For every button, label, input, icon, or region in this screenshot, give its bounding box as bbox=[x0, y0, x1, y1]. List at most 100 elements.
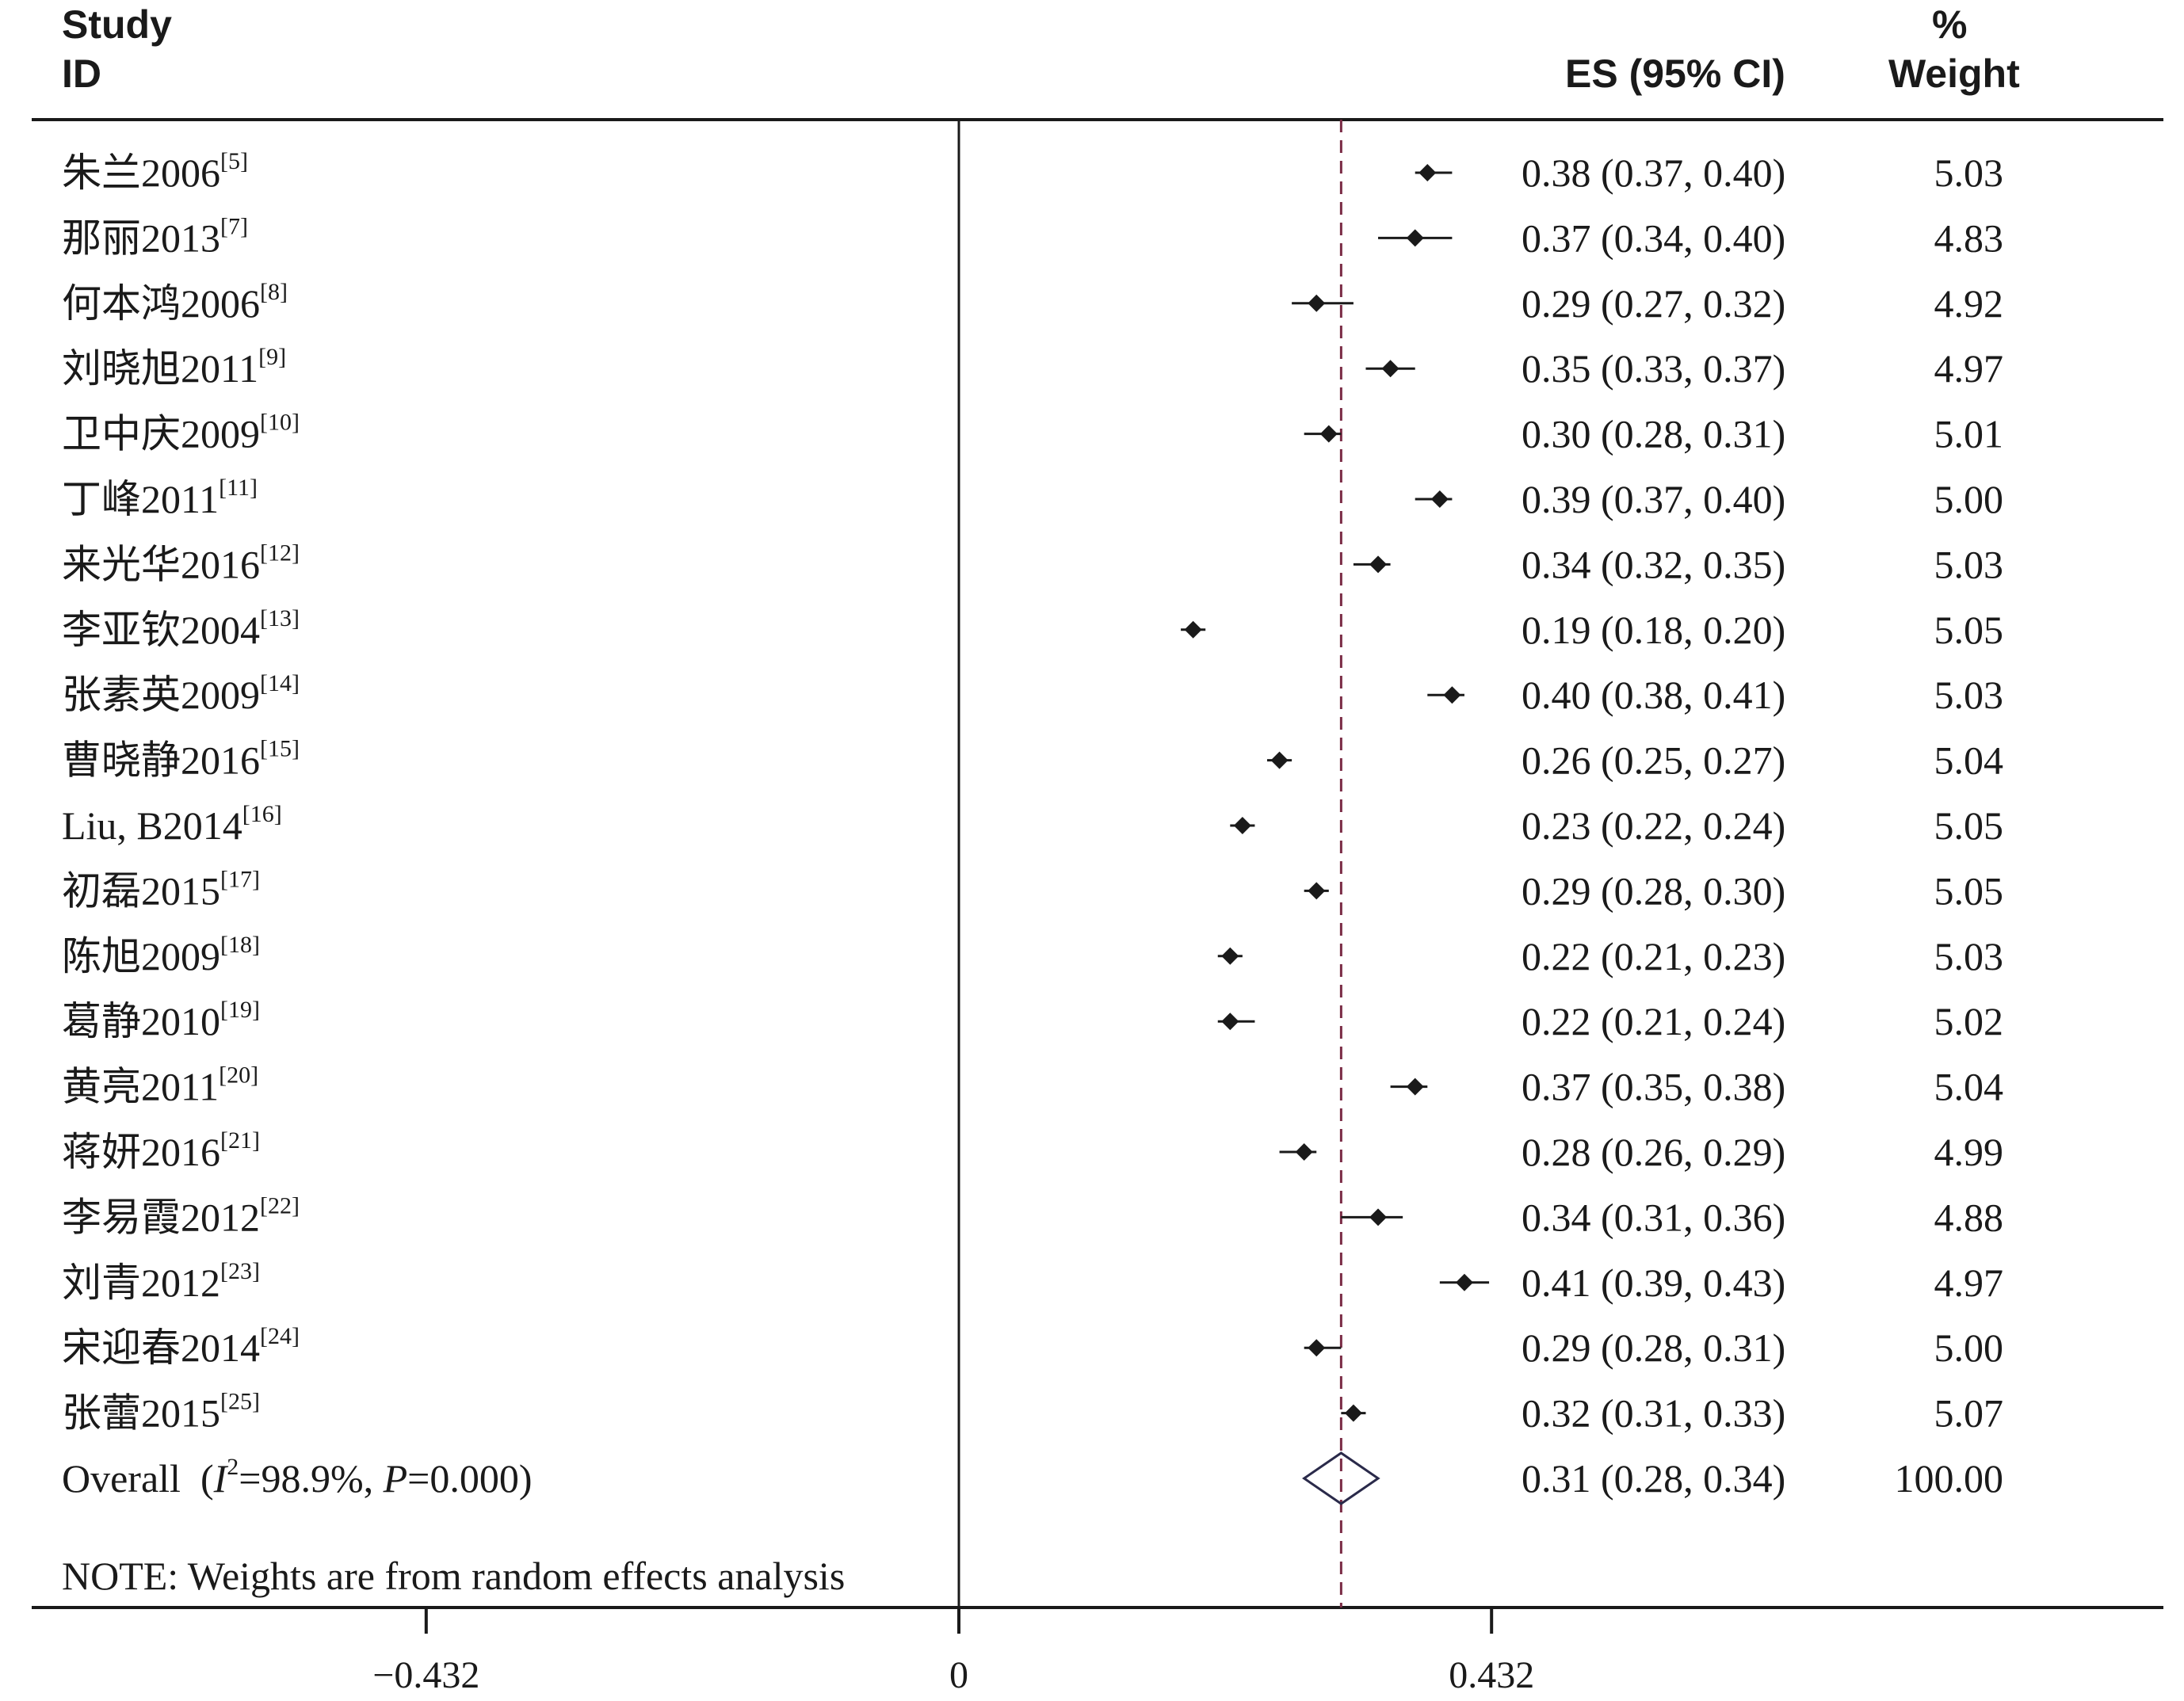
overall-weight-value: 100.00 bbox=[1895, 1456, 2004, 1501]
study-name: 来光华2016 bbox=[62, 542, 260, 586]
study-label: 丁峰2011[11] bbox=[62, 475, 258, 521]
study-name: 丁峰2011 bbox=[62, 477, 219, 521]
point-estimate bbox=[1381, 360, 1399, 378]
study-reference: [15] bbox=[260, 736, 300, 762]
study-header-line2: ID bbox=[62, 51, 101, 96]
weight-value: 5.00 bbox=[1934, 477, 2004, 521]
study-label: Liu, B2014[16] bbox=[62, 801, 282, 848]
study-name: 葛静2010 bbox=[62, 999, 220, 1043]
study-reference: [21] bbox=[220, 1127, 260, 1154]
weight-value: 4.97 bbox=[1934, 346, 2004, 391]
point-estimate bbox=[1406, 229, 1424, 247]
weight-value: 5.03 bbox=[1934, 934, 2004, 978]
study-reference: [16] bbox=[242, 801, 282, 827]
es-value: 0.37 (0.34, 0.40) bbox=[1522, 215, 1785, 260]
weight-header-line1: % bbox=[1932, 2, 1968, 47]
es-value: 0.19 (0.18, 0.20) bbox=[1522, 608, 1785, 652]
weight-value: 5.05 bbox=[1934, 868, 2004, 913]
study-reference: [12] bbox=[260, 540, 300, 566]
overall-diamond bbox=[1302, 1451, 1380, 1505]
es-value: 0.23 (0.22, 0.24) bbox=[1522, 803, 1785, 848]
study-name: 张素英2009 bbox=[62, 673, 260, 717]
es-value: 0.29 (0.28, 0.30) bbox=[1522, 868, 1785, 913]
study-reference: [11] bbox=[219, 475, 258, 501]
study-name: 蒋妍2016 bbox=[62, 1130, 220, 1174]
study-label: 卫中庆2009[10] bbox=[62, 410, 300, 456]
study-reference: [22] bbox=[260, 1192, 300, 1219]
x-tick-label: −0.432 bbox=[372, 1654, 479, 1696]
i2-exponent: 2 bbox=[227, 1454, 239, 1480]
study-name: 刘晓旭2011 bbox=[62, 346, 258, 391]
weight-value: 5.04 bbox=[1934, 1065, 2004, 1109]
overall-open-paren: ( bbox=[181, 1456, 214, 1501]
es-value: 0.34 (0.32, 0.35) bbox=[1522, 542, 1785, 586]
study-name: 初磊2015 bbox=[62, 868, 220, 913]
weight-value: 5.05 bbox=[1934, 803, 2004, 848]
study-reference: [8] bbox=[260, 279, 288, 305]
study-label: 张蕾2015[25] bbox=[62, 1389, 260, 1436]
weight-value: 5.07 bbox=[1934, 1391, 2004, 1436]
study-label: 来光华2016[12] bbox=[62, 540, 300, 586]
weight-value: 5.03 bbox=[1934, 151, 2004, 195]
study-name: 何本鸿2006 bbox=[62, 281, 260, 326]
weight-value: 5.04 bbox=[1934, 738, 2004, 783]
es-value: 0.29 (0.27, 0.32) bbox=[1522, 281, 1785, 326]
weight-value: 5.03 bbox=[1934, 673, 2004, 717]
study-reference: [24] bbox=[260, 1323, 300, 1349]
point-estimate bbox=[1270, 751, 1289, 769]
study-name: 曹晓静2016 bbox=[62, 738, 260, 783]
point-estimate bbox=[1406, 1077, 1424, 1096]
study-label: 葛静2010[19] bbox=[62, 997, 260, 1043]
point-estimate bbox=[1344, 1404, 1362, 1422]
study-name: 陈旭2009 bbox=[62, 934, 220, 978]
es-value: 0.30 (0.28, 0.31) bbox=[1522, 412, 1785, 456]
study-label: 朱兰2006[5] bbox=[62, 148, 248, 195]
point-estimate bbox=[1308, 294, 1326, 312]
es-value: 0.28 (0.26, 0.29) bbox=[1522, 1130, 1785, 1174]
study-name: 张蕾2015 bbox=[62, 1391, 220, 1436]
es-value: 0.41 (0.39, 0.43) bbox=[1522, 1260, 1785, 1305]
study-name: 朱兰2006 bbox=[62, 151, 220, 195]
es-value: 0.40 (0.38, 0.41) bbox=[1522, 673, 1785, 717]
weight-header-line2: Weight bbox=[1888, 51, 2020, 96]
overall-es-value: 0.31 (0.28, 0.34) bbox=[1522, 1456, 1785, 1501]
point-estimate bbox=[1308, 882, 1326, 900]
weight-value: 5.00 bbox=[1934, 1325, 2004, 1370]
es-value: 0.26 (0.25, 0.27) bbox=[1522, 738, 1785, 783]
study-label: 蒋妍2016[21] bbox=[62, 1127, 260, 1174]
weight-value: 4.99 bbox=[1934, 1130, 2004, 1174]
weight-value: 4.88 bbox=[1934, 1195, 2004, 1239]
study-header-line1: Study bbox=[62, 2, 172, 47]
study-reference: [17] bbox=[220, 866, 260, 892]
point-estimate bbox=[1319, 425, 1338, 443]
study-label: 陈旭2009[18] bbox=[62, 932, 260, 978]
i2-value: =98.9%, bbox=[239, 1456, 383, 1501]
study-label: 何本鸿2006[8] bbox=[62, 279, 288, 326]
study-label: 刘晓旭2011[9] bbox=[62, 344, 286, 391]
study-reference: [10] bbox=[260, 410, 300, 436]
es-value: 0.34 (0.31, 0.36) bbox=[1522, 1195, 1785, 1239]
weight-value: 4.97 bbox=[1934, 1260, 2004, 1305]
point-estimate bbox=[1369, 1208, 1388, 1226]
study-reference: [19] bbox=[220, 997, 260, 1023]
study-name: Liu, B2014 bbox=[62, 803, 242, 848]
study-reference: [23] bbox=[220, 1258, 260, 1284]
es-value: 0.39 (0.37, 0.40) bbox=[1522, 477, 1785, 521]
i2-symbol: I bbox=[213, 1456, 229, 1501]
point-estimate bbox=[1221, 1013, 1239, 1031]
study-name: 李易霞2012 bbox=[62, 1195, 260, 1239]
es-value: 0.22 (0.21, 0.23) bbox=[1522, 934, 1785, 978]
study-reference: [18] bbox=[220, 932, 260, 958]
x-tick-label: 0 bbox=[949, 1654, 968, 1696]
axis-rule bbox=[32, 1606, 2163, 1609]
es-value: 0.29 (0.28, 0.31) bbox=[1522, 1325, 1785, 1370]
study-name: 刘青2012 bbox=[62, 1260, 220, 1305]
study-name: 那丽2013 bbox=[62, 215, 220, 260]
es-value: 0.22 (0.21, 0.24) bbox=[1522, 999, 1785, 1043]
overall-label: Overall (I2=98.9%, P=0.000) bbox=[62, 1454, 533, 1501]
note-text: NOTE: Weights are from random effects an… bbox=[62, 1554, 845, 1598]
es-value: 0.38 (0.37, 0.40) bbox=[1522, 151, 1785, 195]
es-value: 0.32 (0.31, 0.33) bbox=[1522, 1391, 1785, 1436]
